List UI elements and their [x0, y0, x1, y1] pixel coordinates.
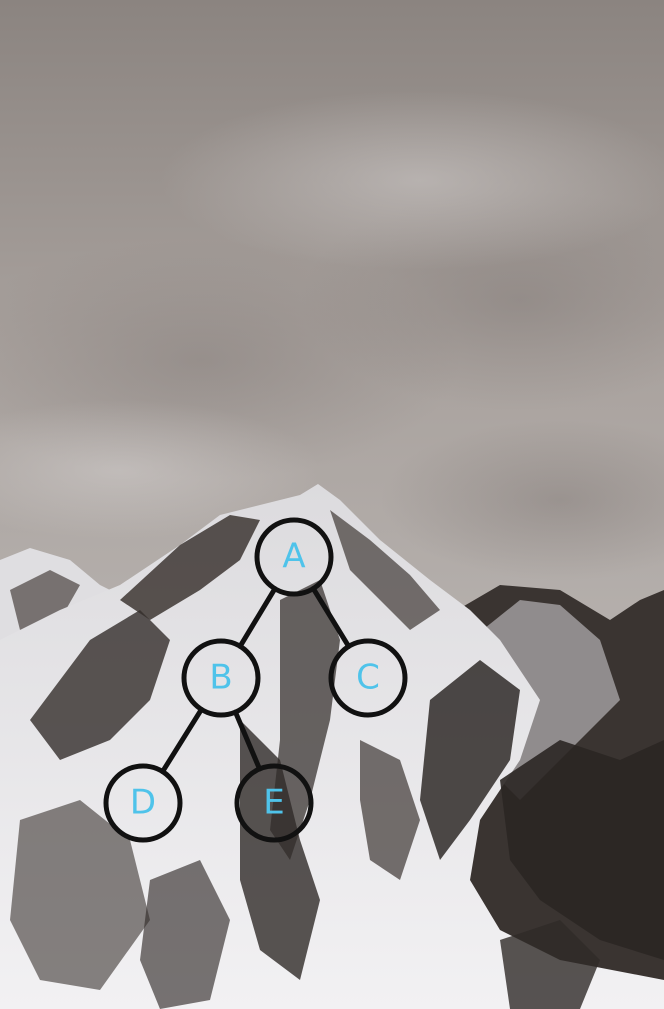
node-label: B	[209, 658, 232, 698]
node-label: E	[263, 783, 284, 823]
rock-band	[140, 860, 230, 1009]
tree-edges	[160, 586, 352, 775]
rock-band	[420, 660, 520, 860]
edge-b-e	[232, 709, 263, 772]
node-circle	[328, 638, 408, 718]
edge-b-d	[160, 706, 204, 775]
node-circle	[103, 763, 183, 843]
cloud-highlight	[0, 400, 320, 540]
node-circle	[254, 517, 334, 597]
tree-nodes: A B C D E	[103, 517, 408, 843]
rock-band	[500, 920, 600, 1009]
cloud-shade	[380, 420, 664, 580]
node-label: A	[282, 537, 305, 577]
node-c: C	[328, 638, 408, 718]
rock-band	[30, 610, 170, 760]
node-circle	[234, 763, 314, 843]
rock-band	[240, 720, 320, 980]
node-label: D	[130, 783, 156, 823]
cloud-highlight	[160, 90, 664, 270]
rock-band	[10, 800, 150, 990]
edge-a-b	[237, 586, 278, 649]
node-e: E	[234, 763, 314, 843]
rock-band	[500, 740, 664, 960]
node-label: C	[356, 658, 380, 698]
rock-band	[120, 515, 260, 620]
rock-band	[330, 510, 440, 630]
rock-band	[360, 740, 420, 880]
node-b: B	[181, 638, 261, 718]
node-d: D	[103, 763, 183, 843]
node-a: A	[254, 517, 334, 597]
edge-a-c	[310, 586, 352, 649]
node-circle	[181, 638, 261, 718]
